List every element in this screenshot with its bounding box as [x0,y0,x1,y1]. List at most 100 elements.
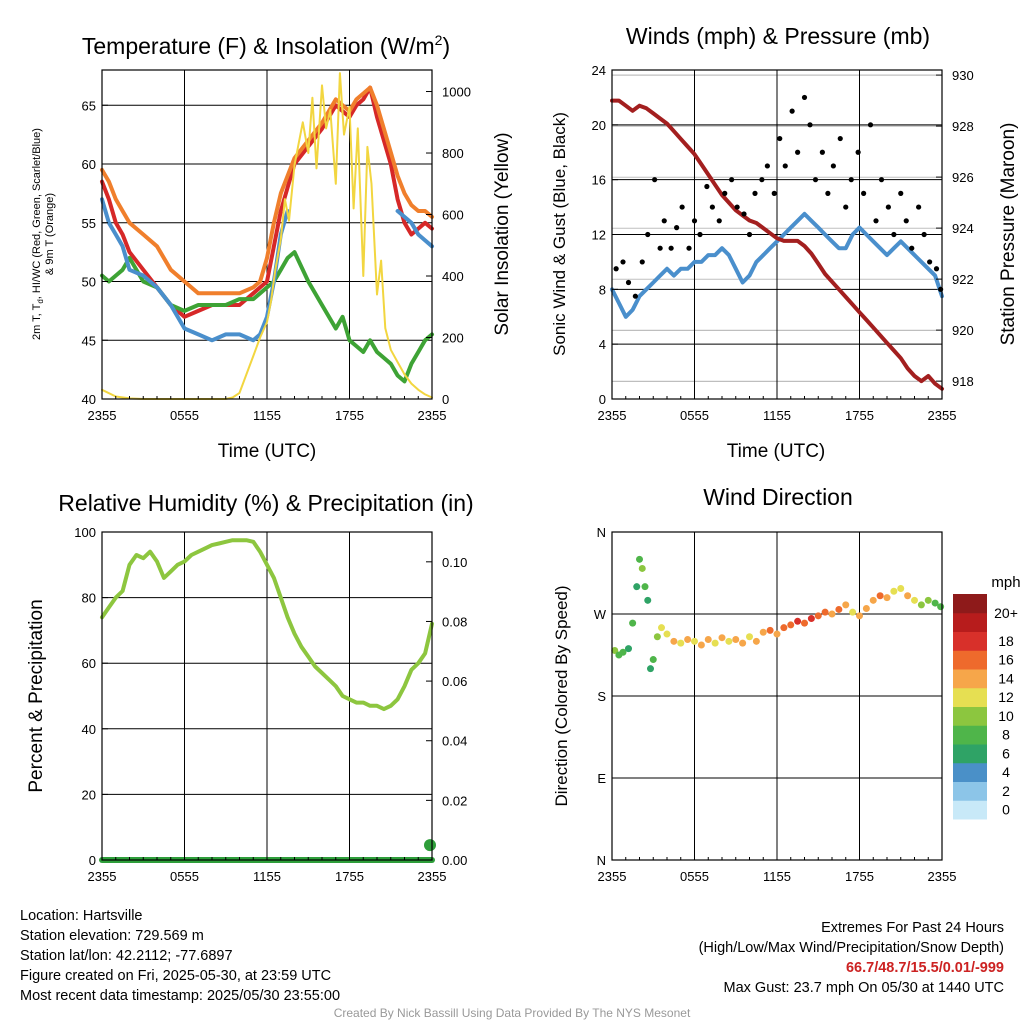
wind-point-2-12 [686,245,692,251]
rh-ytick-label-0: 0 [89,853,96,868]
colorbar-label-3: 6 [1002,745,1010,761]
temp-ylabel-left: 2m T, Td, HI/WC (Red, Green, Scarlet/Blu… [31,128,56,340]
wind-point-2-5 [645,231,651,238]
wind-point-2-34 [819,149,825,155]
dir-point-41 [849,608,857,616]
dir-ytick-label-4: N [597,525,606,540]
wind-point-2-7 [657,245,663,251]
svg-text:& 9m T (Orange): & 9m T (Orange) [44,193,56,275]
wind-ytick-right-label-0: 918 [952,374,974,389]
recent-text: Most recent data timestamp: 2025/05/30 2… [20,988,341,1004]
rh-xtick-label-2: 1155 [253,869,281,884]
colorbar-label-8: 16 [998,652,1014,668]
wind-ytick-right-label-6: 930 [952,68,974,83]
dir-xtick-label-3: 1755 [845,869,874,884]
dir-point-37 [821,608,829,616]
dir-point-45 [876,592,884,600]
colorbar-swatch-4 [953,725,987,745]
dir-point-20 [704,636,712,644]
wind-point-2-27 [777,135,783,142]
rh-xtick-label-0: 2355 [88,869,117,884]
dir-point-52 [924,596,932,604]
dir-ytick-label-3: W [594,607,607,622]
wind-point-2-53 [933,266,940,272]
wind-point-2-18 [722,190,728,196]
wind-point-2-38 [843,204,849,210]
dir-point-49 [904,592,912,600]
temp-series-1 [100,85,434,296]
temp-ytick-right-label-3: 600 [442,208,464,223]
colorbar-swatch-1 [953,781,987,801]
wind-point-2-48 [903,218,909,224]
wind-point-2-35 [825,190,831,196]
wind-point-2-30 [795,149,801,155]
svg-text:2m T, Td, HI/WC (Red, Green, S: 2m T, Td, HI/WC (Red, Green, Scarlet/Blu… [31,128,45,340]
rh-ytick-label-4: 80 [82,591,96,606]
wind-ytick-label-5: 20 [592,118,606,133]
wind-point-2-36 [830,163,836,169]
colorbar-swatch-6 [953,687,987,707]
colorbar-label-10: 20+ [994,605,1018,621]
rh-ytick-label-1: 20 [82,787,96,802]
wind-point-2-21 [741,211,747,217]
station-info: Location: Hartsville Station elevation: … [20,906,340,1006]
temp-title: Temperature (F) & Insolation (W/m2) [82,32,450,59]
wind-ylabel-left: Sonic Wind & Gust (Blue, Black) [550,112,569,356]
colorbar-swatch-7 [953,669,987,689]
dir-point-30 [773,630,781,638]
extremes-title: Extremes For Past 24 Hours [821,920,1004,936]
wind-point-2-40 [855,149,861,155]
dir-point-25 [739,639,747,647]
dir-point-7 [638,564,646,572]
dir-point-24 [732,636,740,644]
colorbar-label-4: 8 [1002,727,1010,743]
wind-ytick-label-2: 8 [599,282,606,297]
rh-ytick-right-label-0: 0.00 [442,853,467,868]
created-text: Figure created on Fri, 2025-05-30, at 23… [20,968,332,984]
dir-point-18 [691,637,698,645]
rh-ytick-right-label-5: 0.10 [442,555,467,570]
colorbar-label-9: 18 [998,633,1014,649]
wind-ytick-label-6: 24 [592,63,606,78]
wind-xtick-label-4: 2355 [928,408,957,423]
dir-point-8 [641,583,649,591]
credit-text: Created By Nick Bassill Using Data Provi… [333,1006,691,1020]
dir-point-9 [644,596,652,604]
rh-ytick-right-label-4: 0.08 [442,614,467,629]
dir-point-6 [636,555,643,563]
dir-point-34 [801,619,808,627]
dir-xtick-label-2: 1155 [763,869,791,884]
rh-ytick-label-2: 40 [82,722,96,737]
dir-point-5 [633,583,641,591]
temp-ytick-right-label-5: 1000 [442,85,471,100]
wind-point-2-17 [716,218,722,224]
dir-ytick-label-2: S [597,689,606,704]
dir-point-47 [890,587,898,595]
wind-ytick-label-4: 16 [592,173,606,188]
rh-series-0 [100,538,434,712]
colorbar-swatch-2 [953,762,987,782]
colorbar-swatch-5 [953,706,987,726]
colorbar-label-1: 2 [1002,783,1010,799]
dir-ylabel-left: Direction (Colored By Speed) [552,585,571,806]
rh-ytick-right-label-3: 0.06 [442,674,467,689]
wind-point-2-0 [613,266,619,272]
colorbar-swatch-9 [953,631,987,651]
temp-ytick-right-label-0: 0 [442,392,449,407]
dir-point-51 [917,601,925,609]
dir-point-50 [911,596,918,604]
wind-point-2-24 [759,177,765,183]
dir-point-10 [647,665,654,673]
wind-point-2-16 [709,204,715,210]
temp-xlabel: Time (UTC) [218,441,317,462]
dir-point-29 [766,626,774,634]
elevation-text: Station elevation: 729.569 m [20,928,204,944]
temp-ytick-label-5: 65 [82,98,96,113]
colorbar-label-2: 4 [1002,764,1010,780]
dir-point-31 [780,624,788,632]
latlon-text: Station lat/lon: 42.2112; -77.6897 [20,948,233,964]
wind-series-0 [610,211,944,319]
temp-xtick-label-1: 0555 [170,408,199,423]
colorbar-swatch-8 [953,650,987,670]
